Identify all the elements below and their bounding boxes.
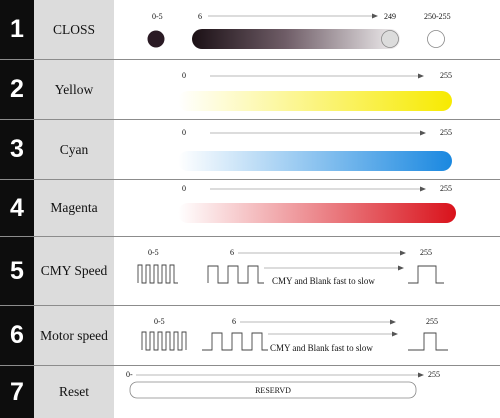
range-start: 0 xyxy=(182,184,186,193)
magenta-gradient-bar xyxy=(178,203,456,223)
row-content: 0-5 6 255 CMY and Blank fast to slow xyxy=(114,306,500,365)
fast-pulse-wave xyxy=(137,264,178,284)
row-label: CMY Speed xyxy=(34,237,114,305)
row-reset: 7 Reset 0- 255 RESERVD xyxy=(0,366,500,418)
marker-6: 6 xyxy=(198,12,202,21)
row-number: 4 xyxy=(0,180,34,236)
row-label: Motor speed xyxy=(34,306,114,365)
row-cmy-speed: 5 CMY Speed 0-5 6 255 CMY and Blank fast… xyxy=(0,237,500,305)
arrow-head xyxy=(418,73,424,79)
fast-pulse-wave xyxy=(141,331,187,351)
row-content: 0- 255 RESERVD xyxy=(114,366,500,418)
row-magenta: 4 Magenta 0 255 xyxy=(0,180,500,236)
marker-0-5: 0-5 xyxy=(154,317,165,326)
row-divider xyxy=(0,305,500,306)
bar-end-circle xyxy=(381,30,399,48)
row-number: 2 xyxy=(0,60,34,119)
row-divider xyxy=(0,59,500,60)
closed-dot xyxy=(147,30,165,48)
marker-250-255: 250-255 xyxy=(424,12,451,21)
marker-6: 6 xyxy=(232,317,236,326)
row-content: 0 255 xyxy=(114,180,500,236)
row-yellow: 2 Yellow 0 255 xyxy=(0,60,500,119)
row-divider xyxy=(0,119,500,120)
row-label: CLOSS xyxy=(34,0,114,59)
marker-6: 6 xyxy=(230,248,234,257)
arrow-head xyxy=(420,130,426,136)
row-content: 0-5 6 249 250-255 xyxy=(114,0,500,59)
reserved-text: RESERVD xyxy=(255,386,291,395)
range-start: 0 xyxy=(182,71,186,80)
range-end: 255 xyxy=(428,370,440,379)
marker-255: 255 xyxy=(426,317,438,326)
arrow-head xyxy=(390,319,396,325)
row-content: 0 255 xyxy=(114,120,500,179)
marker-0-5: 0-5 xyxy=(152,12,163,21)
cyan-gradient-bar xyxy=(178,151,452,171)
range-start: 0 xyxy=(182,128,186,137)
open-dot xyxy=(427,30,445,48)
arrow-head xyxy=(398,265,404,271)
row-number: 5 xyxy=(0,237,34,305)
row-label: Magenta xyxy=(34,180,114,236)
medium-pulse-wave xyxy=(202,332,268,351)
reserved-box xyxy=(129,381,417,399)
slow-pulse-wave xyxy=(408,332,448,351)
speed-caption: CMY and Blank fast to slow xyxy=(272,276,375,286)
row-number: 1 xyxy=(0,0,34,59)
slow-pulse-wave xyxy=(408,265,444,284)
arrow-head xyxy=(418,372,424,378)
marker-255: 255 xyxy=(420,248,432,257)
row-label: Reset xyxy=(34,366,114,418)
row-content: 0-5 6 255 CMY and Blank fast to slow xyxy=(114,237,500,305)
row-motor-speed: 6 Motor speed 0-5 6 255 CMY and Blank fa… xyxy=(0,306,500,365)
row-divider xyxy=(0,179,500,180)
speed-caption: CMY and Blank fast to slow xyxy=(270,343,373,353)
row-number: 3 xyxy=(0,120,34,179)
row-number: 7 xyxy=(0,366,34,418)
closs-gradient-bar xyxy=(192,29,400,49)
row-closs: 1 CLOSS 0-5 6 249 250-255 xyxy=(0,0,500,59)
row-cyan: 3 Cyan 0 255 xyxy=(0,120,500,179)
arrow-head xyxy=(372,13,378,19)
medium-pulse-wave xyxy=(207,265,264,284)
marker-249: 249 xyxy=(384,12,396,21)
yellow-gradient-bar xyxy=(178,91,452,111)
row-divider xyxy=(0,365,500,366)
arrow-head xyxy=(392,331,398,337)
range-start: 0- xyxy=(126,370,133,379)
range-end: 255 xyxy=(440,128,452,137)
range-end: 255 xyxy=(440,71,452,80)
row-content: 0 255 xyxy=(114,60,500,119)
row-number: 6 xyxy=(0,306,34,365)
arrow-head xyxy=(400,250,406,256)
range-end: 255 xyxy=(440,184,452,193)
row-label: Yellow xyxy=(34,60,114,119)
arrow-head xyxy=(420,186,426,192)
marker-0-5: 0-5 xyxy=(148,248,159,257)
row-divider xyxy=(0,236,500,237)
row-label: Cyan xyxy=(34,120,114,179)
